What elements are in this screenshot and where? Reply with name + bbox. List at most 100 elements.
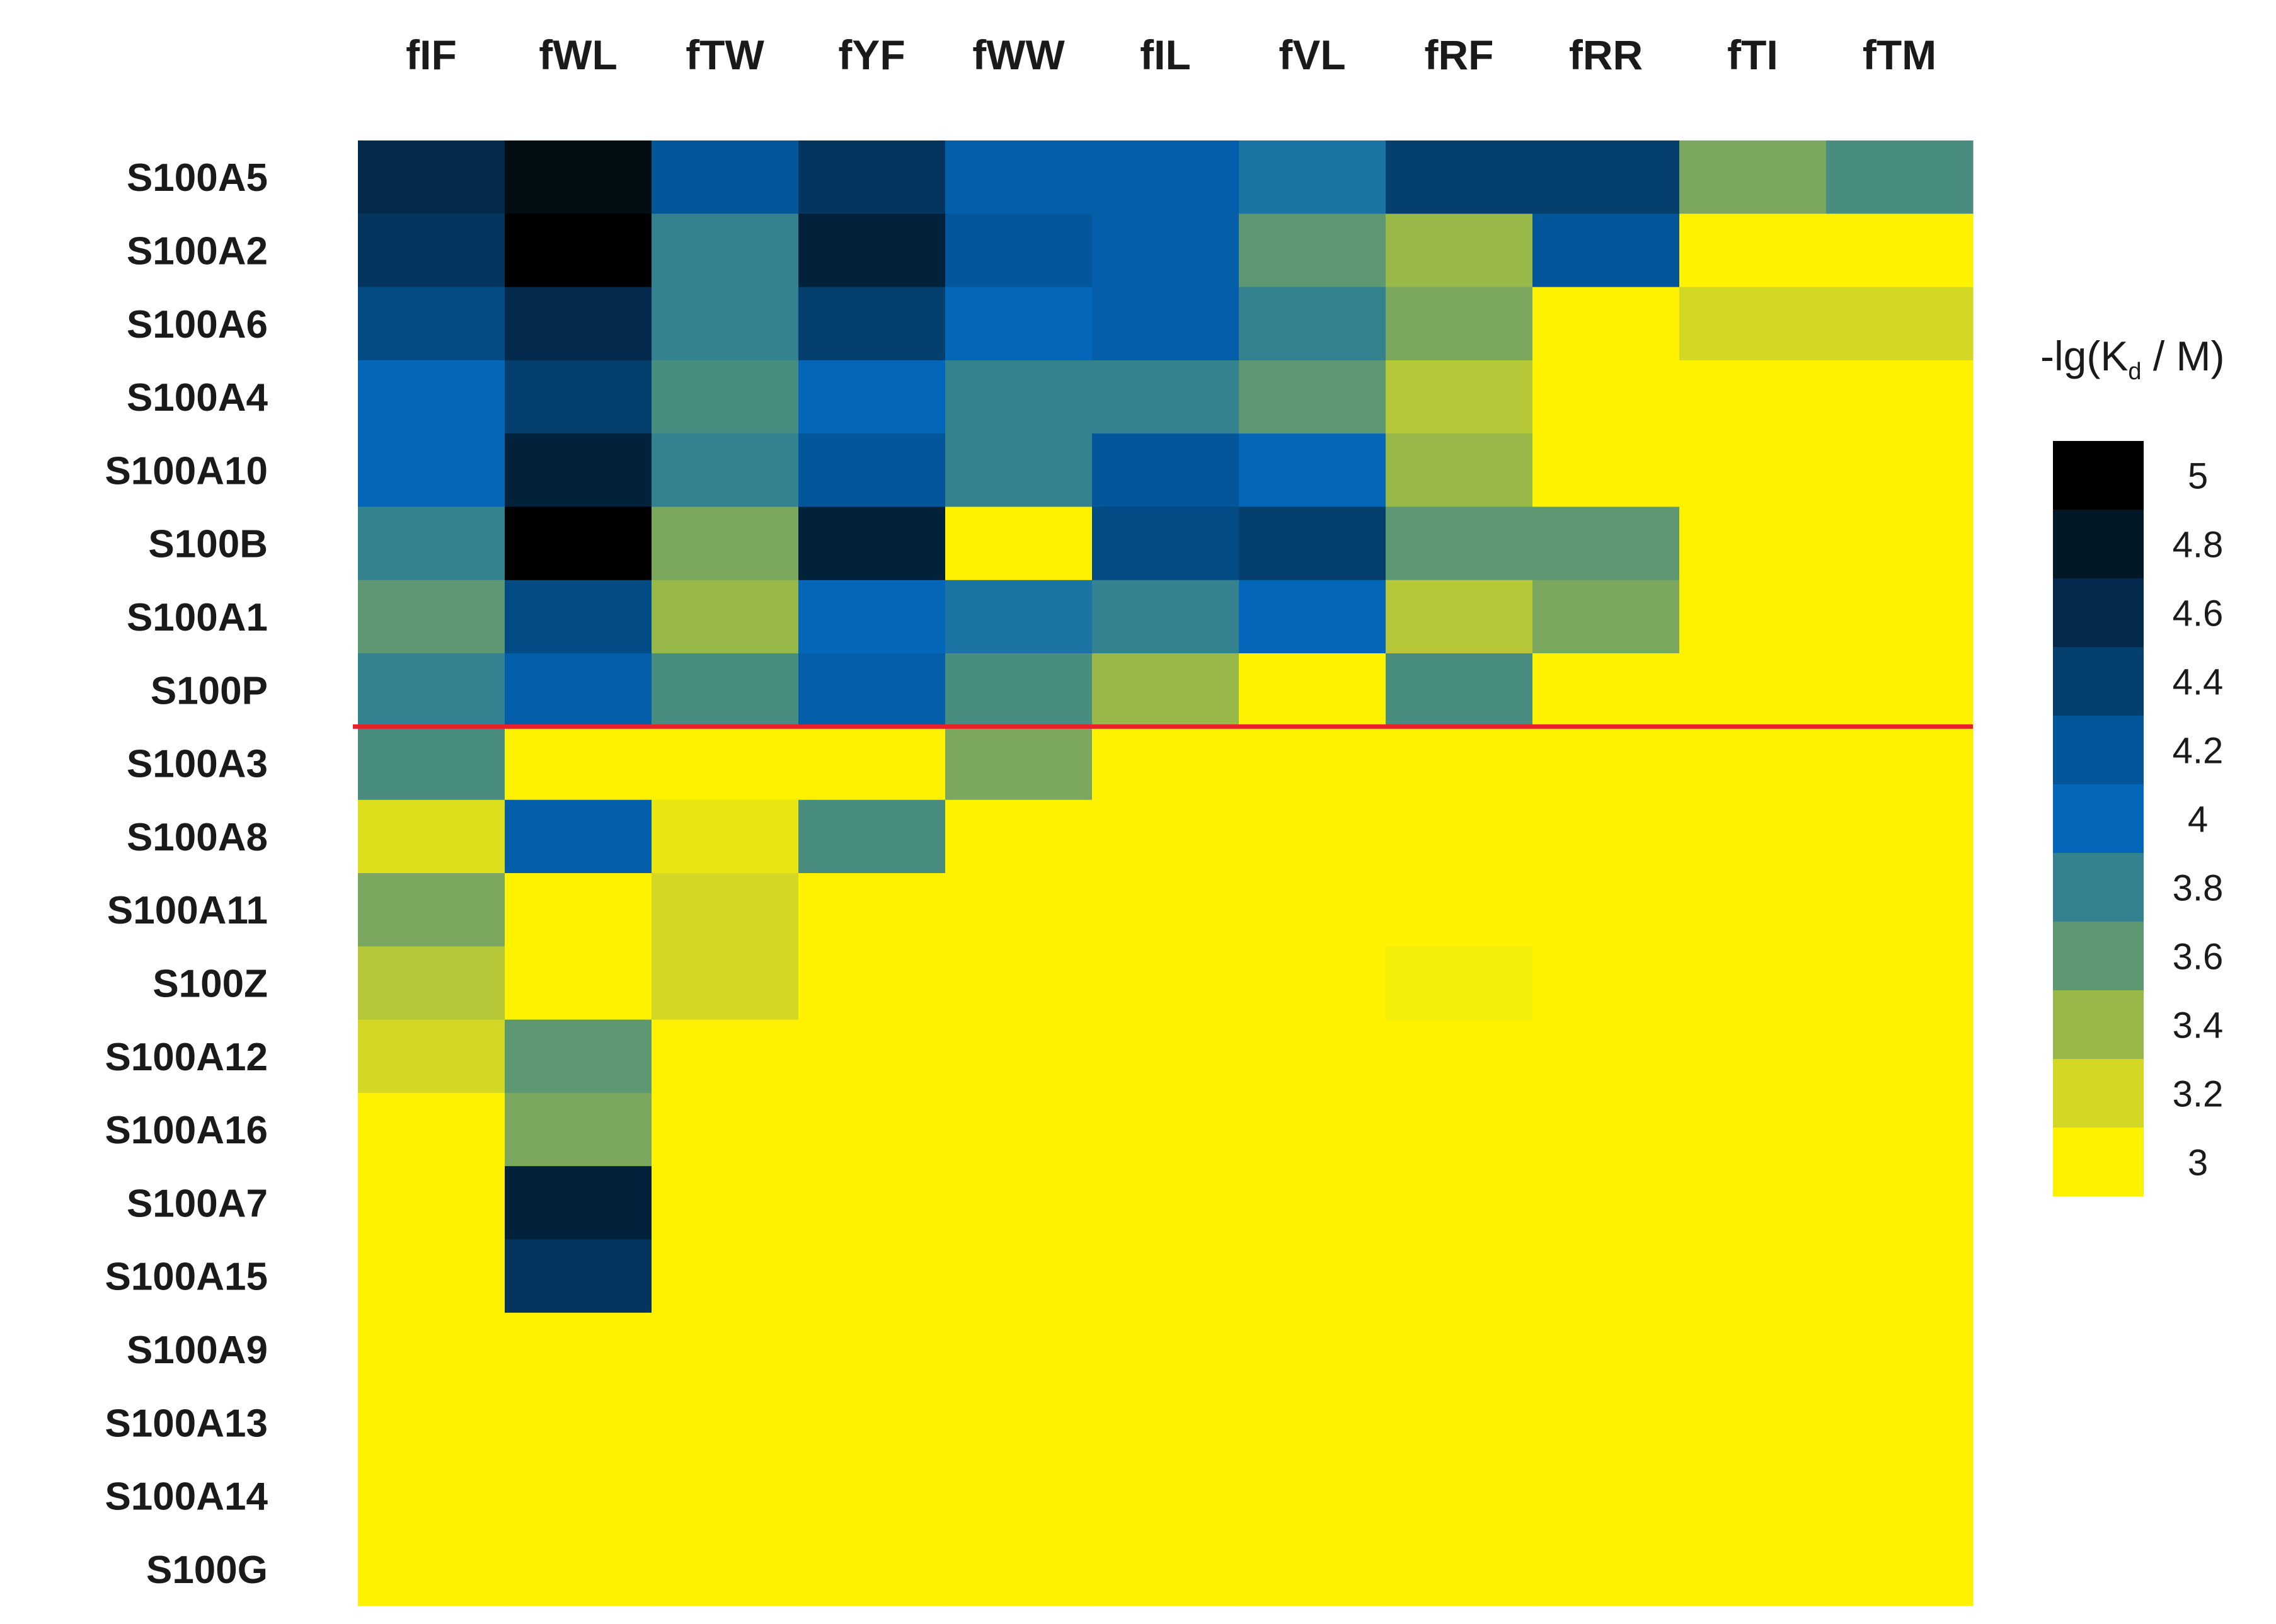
column-label-fRF: fRF: [1425, 31, 1494, 78]
heatmap-cell-S100G-fTW: [652, 1532, 799, 1606]
heatmap-cell-S100A12-fRF: [1386, 1019, 1533, 1094]
heatmap-cell-S100A5-fIF: [358, 140, 505, 214]
row-label-S100A5: S100A5: [127, 156, 268, 200]
heatmap-cell-S100A10-fRR: [1532, 433, 1680, 508]
heatmap-cell-S100B-fTM: [1826, 506, 1974, 581]
heatmap-cell-S100A16-fVL: [1239, 1092, 1386, 1167]
heatmap-cell-S100A1-fTM: [1826, 580, 1974, 654]
heatmap-cell-S100A13-fWL: [505, 1386, 652, 1460]
heatmap-cell-S100A15-fYF: [798, 1239, 946, 1313]
heatmap-cell-S100Z-fWL: [505, 946, 652, 1021]
heatmap-cell-S100A9-fWL: [505, 1312, 652, 1387]
column-label-fIF: fIF: [406, 31, 457, 78]
row-label-S100A12: S100A12: [105, 1036, 268, 1079]
heatmap-cell-S100Z-fTI: [1679, 946, 1827, 1021]
heatmap-cell-S100A11-fWW: [945, 873, 1093, 947]
heatmap-cell-S100P-fIF: [358, 653, 505, 727]
heatmap-cell-S100Z-fTM: [1826, 946, 1974, 1021]
heatmap-cell-S100A15-fTI: [1679, 1239, 1827, 1313]
heatmap-cell-S100A10-fIL: [1092, 433, 1239, 508]
heatmap-cell-S100B-fRR: [1532, 506, 1680, 581]
heatmap-cell-S100A8-fIF: [358, 799, 505, 874]
heatmap-cell-S100A13-fTW: [652, 1386, 799, 1460]
heatmap-cell-S100A11-fRR: [1532, 873, 1680, 947]
heatmap-cell-S100A3-fTI: [1679, 726, 1827, 801]
heatmap-cell-S100A4-fTW: [652, 360, 799, 434]
heatmap-cell-S100A6-fWL: [505, 287, 652, 361]
heatmap-cell-S100A9-fTW: [652, 1312, 799, 1387]
heatmap-cell-S100A6-fRR: [1532, 287, 1680, 361]
heatmap-cell-S100A11-fIF: [358, 873, 505, 947]
heatmap-cell-S100A3-fWW: [945, 726, 1093, 801]
color-legend: -lg(Kd / M) 5 4.8 4.6 4.4 4.2 4 3.8 3.6 3.4 3.2 3: [2040, 333, 2224, 1197]
heatmap-cell-S100A1-fIL: [1092, 580, 1239, 654]
row-label-S100A4: S100A4: [127, 376, 268, 420]
heatmap-cell-S100A6-fIL: [1092, 287, 1239, 361]
heatmap-cell-S100A3-fTW: [652, 726, 799, 801]
heatmap-cell-S100A16-fIF: [358, 1092, 505, 1167]
row-label-S100A14: S100A14: [105, 1475, 268, 1519]
legend-tick-label: 3.8: [2173, 868, 2224, 909]
heatmap-cell-S100A10-fTI: [1679, 433, 1827, 508]
heatmap-cell-S100A9-fRR: [1532, 1312, 1680, 1387]
heatmap-cell-S100A4-fTI: [1679, 360, 1827, 434]
column-label-fYF: fYF: [838, 31, 905, 78]
heatmap-cell-S100Z-fRF: [1386, 946, 1533, 1021]
legend-title-main: -lg(K: [2040, 333, 2128, 379]
heatmap-cell-S100A14-fTM: [1826, 1459, 1974, 1533]
heatmap-cell-S100Z-fWW: [945, 946, 1093, 1021]
heatmap-cell-S100A4-fVL: [1239, 360, 1386, 434]
heatmap-cell-S100A4-fYF: [798, 360, 946, 434]
heatmap-cell-S100A4-fWW: [945, 360, 1093, 434]
heatmap-cell-S100A9-fYF: [798, 1312, 946, 1387]
heatmap-cell-S100A5-fIL: [1092, 140, 1239, 214]
heatmap-cell-S100A14-fVL: [1239, 1459, 1386, 1533]
heatmap-cell-S100P-fTI: [1679, 653, 1827, 727]
heatmap-cell-S100B-fTW: [652, 506, 799, 581]
heatmap-cell-S100G-fWL: [505, 1532, 652, 1606]
heatmap-cell-S100A10-fVL: [1239, 433, 1386, 508]
heatmap-cell-S100B-fVL: [1239, 506, 1386, 581]
row-label-S100A1: S100A1: [127, 596, 268, 639]
heatmap-cell-S100A2-fWW: [945, 214, 1093, 288]
heatmap-cell-S100A12-fWW: [945, 1019, 1093, 1094]
heatmap-cell-S100A5-fRR: [1532, 140, 1680, 214]
heatmap-cell-S100A2-fRR: [1532, 214, 1680, 288]
legend-tick-label: 4.8: [2173, 525, 2224, 566]
heatmap-cell-S100A11-fYF: [798, 873, 946, 947]
heatmap-cell-S100A10-fRF: [1386, 433, 1533, 508]
heatmap-cell-S100A13-fIL: [1092, 1386, 1239, 1460]
heatmap-cell-S100A1-fWW: [945, 580, 1093, 654]
legend-tick-label: 3.2: [2173, 1074, 2224, 1115]
heatmap-cell-S100A3-fYF: [798, 726, 946, 801]
heatmap-cell-S100B-fRF: [1386, 506, 1533, 581]
heatmap-cell-S100A5-fTM: [1826, 140, 1974, 214]
heatmap-cell-S100A9-fIF: [358, 1312, 505, 1387]
row-label-S100A11: S100A11: [107, 889, 268, 932]
heatmap-cell-S100Z-fVL: [1239, 946, 1386, 1021]
heatmap-cell-S100A13-fYF: [798, 1386, 946, 1460]
legend-ticks: 5 4.8 4.6 4.4 4.2 4 3.8 3.6 3.4 3.2 3: [2173, 456, 2224, 1184]
heatmap-cell-S100B-fIF: [358, 506, 505, 581]
legend-swatches: [2053, 441, 2144, 1197]
heatmap-cell-S100A10-fTW: [652, 433, 799, 508]
heatmap-cell-S100A16-fIL: [1092, 1092, 1239, 1167]
heatmap-cell-S100P-fWW: [945, 653, 1093, 727]
heatmap-cell-S100A4-fRF: [1386, 360, 1533, 434]
heatmap-cell-S100P-fIL: [1092, 653, 1239, 727]
heatmap-cell-S100A5-fRF: [1386, 140, 1533, 214]
heatmap-cell-S100A4-fIF: [358, 360, 505, 434]
heatmap-cell-S100A10-fIF: [358, 433, 505, 508]
legend-title: -lg(Kd / M): [2040, 333, 2224, 385]
heatmap-cell-S100A9-fIL: [1092, 1312, 1239, 1387]
heatmap-cell-S100B-fTI: [1679, 506, 1827, 581]
heatmap-cell-S100A5-fWL: [505, 140, 652, 214]
heatmap-cell-S100Z-fRR: [1532, 946, 1680, 1021]
heatmap-cell-S100A9-fWW: [945, 1312, 1093, 1387]
column-label-fWW: fWW: [972, 31, 1065, 78]
heatmap-cell-S100A3-fVL: [1239, 726, 1386, 801]
heatmap-cell-S100A12-fVL: [1239, 1019, 1386, 1094]
legend-tick-label: 3: [2188, 1143, 2208, 1184]
heatmap-cell-S100A16-fWL: [505, 1092, 652, 1167]
